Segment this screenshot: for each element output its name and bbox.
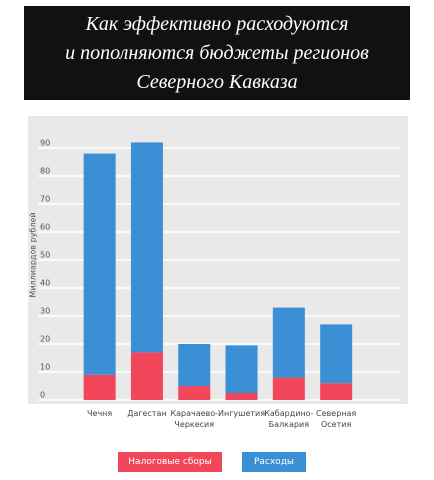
y-tick-label: 50: [40, 251, 50, 260]
bar-segment: [130, 352, 163, 400]
title-line: Как эффективно расходуются: [85, 13, 349, 35]
y-tick-label: 80: [40, 167, 50, 176]
bar-segment: [83, 374, 116, 400]
bar-segment: [272, 307, 305, 378]
y-axis-label: Миллиардов рублей: [29, 212, 38, 297]
bar-segment: [83, 153, 116, 375]
x-tick-label: Северная Осетия: [316, 409, 357, 429]
y-tick-label: 40: [40, 279, 50, 288]
y-tick-label: 90: [40, 139, 50, 148]
bar-segment: [178, 344, 211, 386]
y-tick-label: 60: [40, 223, 50, 232]
x-tick-label: Дагестан: [127, 409, 167, 418]
y-tick-label: 0: [40, 391, 45, 400]
bar-segment: [178, 386, 211, 400]
bar-segment: [225, 345, 258, 393]
bar-segment: [130, 142, 163, 353]
title-line: и пополняются бюджеты регионов: [65, 42, 369, 64]
title-banner: Как эффективно расходуются и пополняются…: [24, 6, 410, 100]
x-tick-label: Ингушетия: [218, 409, 266, 418]
legend-entry: Налоговые сборы: [118, 452, 222, 472]
bar-segment: [320, 383, 353, 400]
y-tick-label: 20: [40, 335, 50, 344]
title-line: Северного Кавказа: [136, 71, 298, 93]
legend-entry: Расходы: [242, 452, 306, 472]
y-tick-label: 10: [40, 363, 50, 372]
bar-segment: [320, 324, 353, 384]
bar-segment: [272, 377, 305, 400]
y-tick-label: 70: [40, 195, 50, 204]
x-tick-label: Кабардино- Балкария: [264, 409, 314, 429]
x-tick-label: Чечня: [87, 409, 113, 418]
x-tick-label: Карачаево- Черкесия: [170, 409, 219, 429]
bar-segment: [225, 393, 258, 400]
y-tick-label: 30: [40, 307, 50, 316]
